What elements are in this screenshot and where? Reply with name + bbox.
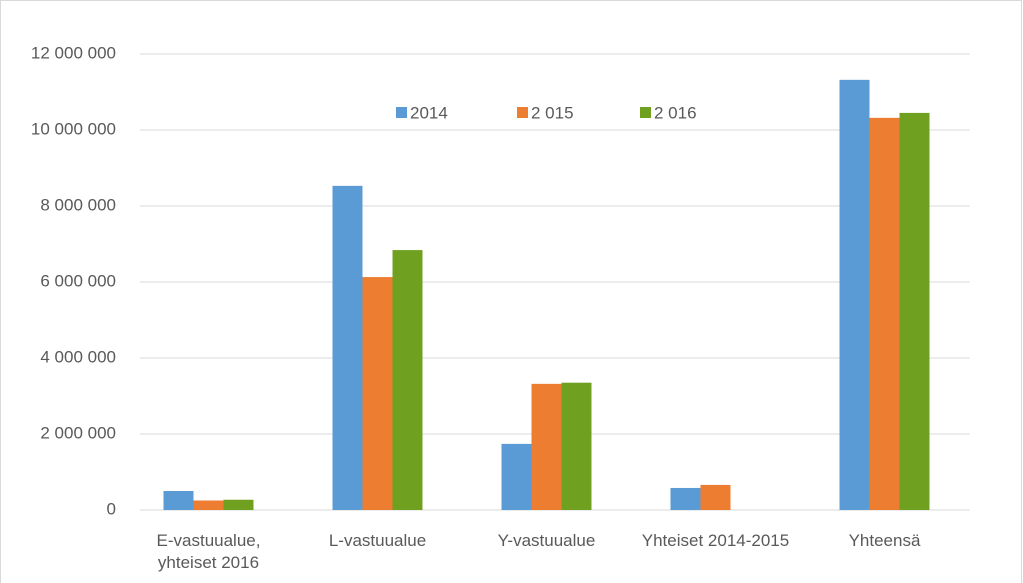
legend-swatch (640, 107, 651, 118)
bar (193, 500, 224, 510)
x-tick-label: E-vastuualue, yhteiset 2016 (156, 531, 261, 572)
x-tick-label: L-vastuualue (328, 531, 427, 550)
y-tick-label: 4 000 000 (40, 347, 116, 366)
y-tick-label: 2 000 000 (40, 423, 116, 442)
bar (392, 250, 423, 510)
x-tick-label: Yhteensä (848, 531, 921, 550)
x-tick-label: Yhteiset 2014-2015 (641, 531, 790, 550)
bar (869, 117, 900, 510)
y-tick-label: 8 000 000 (40, 195, 116, 214)
legend-swatch (517, 107, 528, 118)
bar (531, 383, 562, 510)
y-tick-label: 6 000 000 (40, 271, 116, 290)
legend-label: 2 016 (654, 103, 697, 122)
bar (362, 277, 393, 510)
bar (670, 487, 701, 510)
bar (899, 112, 930, 511)
bar (163, 491, 194, 510)
y-tick-label: 10 000 000 (31, 119, 116, 138)
bar (561, 382, 592, 510)
legend-label: 2014 (410, 103, 448, 122)
y-tick-label: 0 (107, 499, 116, 518)
bar (700, 484, 731, 510)
bar (223, 499, 254, 510)
legend-label: 2 015 (531, 103, 574, 122)
legend-swatch (396, 107, 407, 118)
y-tick-label: 12 000 000 (31, 43, 116, 62)
bar (839, 79, 870, 510)
bar (501, 443, 532, 510)
x-tick-label: Y-vastuualue (497, 531, 596, 550)
bar (332, 185, 363, 511)
